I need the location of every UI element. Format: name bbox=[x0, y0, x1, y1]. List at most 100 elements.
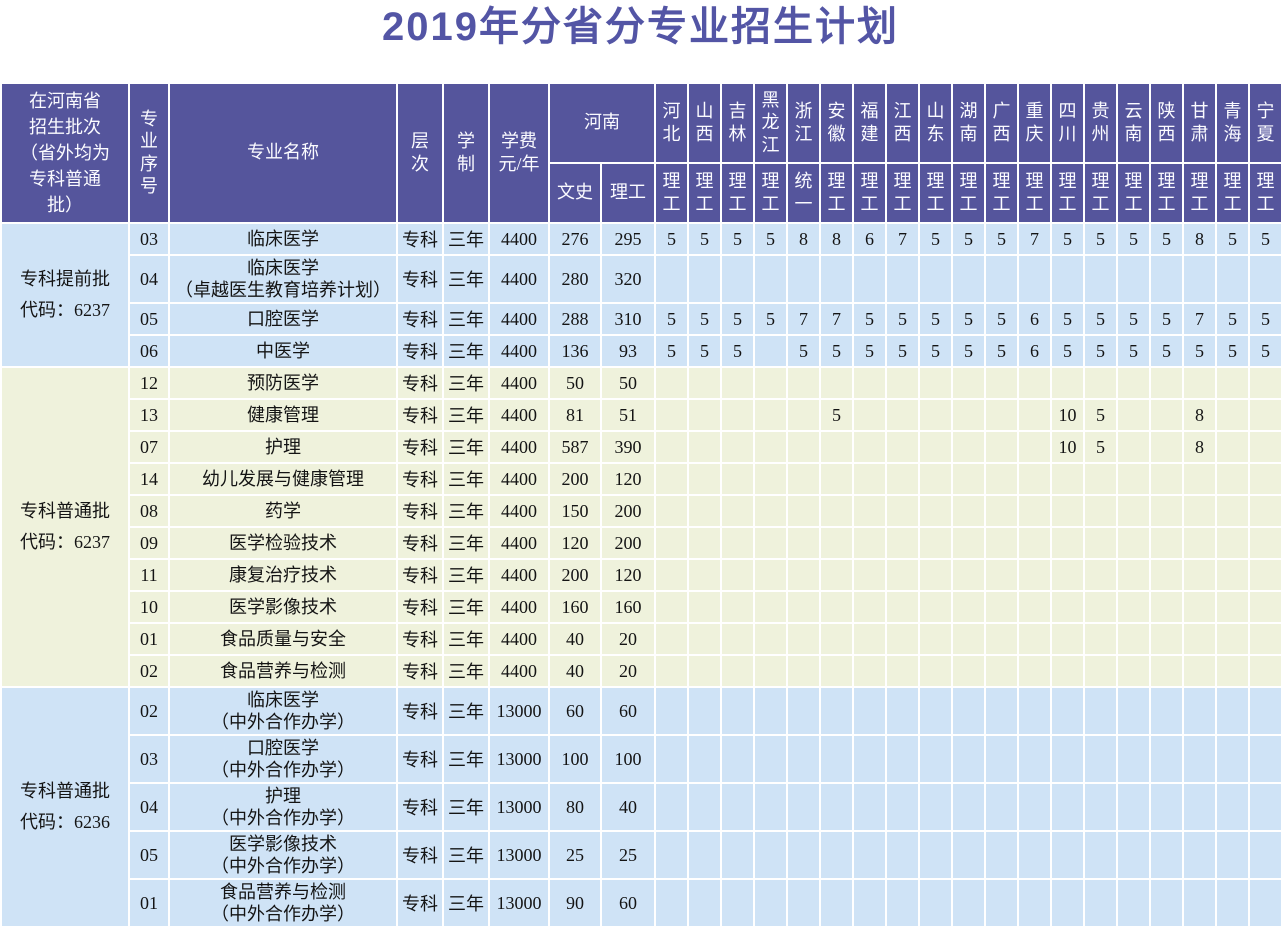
province-name-header: 贵州 bbox=[1083, 82, 1118, 164]
duration-cell: 三年 bbox=[442, 462, 490, 496]
henan-wenshi-cell: 81 bbox=[548, 398, 602, 432]
province-cell bbox=[654, 878, 689, 928]
province-cell bbox=[951, 590, 986, 624]
province-cell: 5 bbox=[984, 302, 1019, 336]
province-cell bbox=[951, 398, 986, 432]
province-cell bbox=[918, 366, 953, 400]
province-cell: 5 bbox=[984, 334, 1019, 368]
seq-cell: 01 bbox=[128, 622, 170, 656]
province-cell bbox=[720, 686, 755, 736]
province-sub-header: 理工 bbox=[1182, 162, 1217, 224]
province-cell bbox=[687, 398, 722, 432]
province-cell bbox=[1017, 430, 1052, 464]
province-cell bbox=[753, 334, 788, 368]
province-cell bbox=[984, 590, 1019, 624]
province-cell bbox=[786, 398, 821, 432]
province-cell bbox=[1149, 430, 1184, 464]
level-cell: 专科 bbox=[396, 830, 444, 880]
province-cell bbox=[753, 398, 788, 432]
seq-cell: 11 bbox=[128, 558, 170, 592]
province-name-header: 陕西 bbox=[1149, 82, 1184, 164]
henan-ligong-cell: 93 bbox=[600, 334, 656, 368]
province-cell: 5 bbox=[852, 302, 887, 336]
province-cell bbox=[654, 734, 689, 784]
province-cell bbox=[984, 878, 1019, 928]
province-sub-header: 理工 bbox=[1149, 162, 1184, 224]
province-cell bbox=[1149, 590, 1184, 624]
province-cell bbox=[852, 878, 887, 928]
province-cell bbox=[753, 782, 788, 832]
province-cell bbox=[687, 254, 722, 304]
province-cell: 7 bbox=[1017, 222, 1052, 256]
level-cell: 专科 bbox=[396, 654, 444, 688]
province-cell bbox=[1083, 366, 1118, 400]
henan-wenshi-cell: 100 bbox=[548, 734, 602, 784]
henan-ligong-cell: 20 bbox=[600, 654, 656, 688]
duration-cell: 三年 bbox=[442, 878, 490, 928]
province-name-label: 甘肃 bbox=[1190, 101, 1209, 144]
province-cell bbox=[918, 654, 953, 688]
seq-cell: 05 bbox=[128, 302, 170, 336]
province-name-header: 福建 bbox=[852, 82, 887, 164]
province-name-label: 云南 bbox=[1124, 101, 1143, 144]
province-cell bbox=[1050, 366, 1085, 400]
table-row: 14 幼儿发展与健康管理 专科 三年 4400 200 120 bbox=[1, 462, 1281, 496]
table-row: 08 药学 专科 三年 4400 150 200 bbox=[1, 494, 1281, 528]
province-cell bbox=[1149, 734, 1184, 784]
province-cell bbox=[951, 430, 986, 464]
duration-cell: 三年 bbox=[442, 526, 490, 560]
province-cell bbox=[1248, 366, 1281, 400]
henan-ligong-cell: 320 bbox=[600, 254, 656, 304]
province-cell bbox=[951, 558, 986, 592]
province-cell bbox=[1083, 878, 1118, 928]
province-cell: 7 bbox=[885, 222, 920, 256]
henan-wenshi-cell: 280 bbox=[548, 254, 602, 304]
province-cell bbox=[1248, 622, 1281, 656]
province-cell bbox=[1083, 622, 1118, 656]
level-cell: 专科 bbox=[396, 686, 444, 736]
batch-column-header: 在河南省 招生批次 （省外均为 专科普通 批） bbox=[0, 82, 130, 224]
seq-cell: 12 bbox=[128, 366, 170, 400]
province-cell bbox=[885, 686, 920, 736]
province-sub-header: 理工 bbox=[753, 162, 788, 224]
province-name-label: 陕西 bbox=[1157, 101, 1176, 144]
level-cell: 专科 bbox=[396, 878, 444, 928]
province-sub-label: 理工 bbox=[1124, 171, 1143, 214]
major-cell: 健康管理 bbox=[168, 398, 398, 432]
province-cell bbox=[1017, 686, 1052, 736]
province-cell bbox=[918, 526, 953, 560]
province-cell bbox=[1017, 782, 1052, 832]
province-sub-label: 理工 bbox=[1025, 171, 1044, 214]
tuition-cell: 13000 bbox=[488, 686, 550, 736]
province-cell bbox=[1215, 254, 1250, 304]
table-row: 06 中医学 专科 三年 4400 136 93 5 5 5 5 5 5 5 5 5 5 6 5 5 5 5 5 5 5 bbox=[1, 334, 1281, 368]
province-cell bbox=[720, 462, 755, 496]
province-cell bbox=[720, 366, 755, 400]
province-cell: 5 bbox=[654, 302, 689, 336]
province-cell bbox=[852, 526, 887, 560]
province-cell bbox=[786, 366, 821, 400]
level-cell: 专科 bbox=[396, 430, 444, 464]
major-cell: 口腔医学 （中外合作办学） bbox=[168, 734, 398, 784]
province-cell: 8 bbox=[1182, 222, 1217, 256]
province-cell bbox=[885, 430, 920, 464]
province-cell bbox=[819, 734, 854, 784]
province-cell bbox=[819, 462, 854, 496]
province-cell bbox=[1116, 654, 1151, 688]
seq-cell: 03 bbox=[128, 734, 170, 784]
duration-cell: 三年 bbox=[442, 558, 490, 592]
level-cell: 专科 bbox=[396, 302, 444, 336]
province-cell bbox=[786, 830, 821, 880]
province-cell: 5 bbox=[951, 334, 986, 368]
major-cell: 医学影像技术 （中外合作办学） bbox=[168, 830, 398, 880]
province-cell: 8 bbox=[819, 222, 854, 256]
level-cell: 专科 bbox=[396, 622, 444, 656]
province-cell: 5 bbox=[1248, 302, 1281, 336]
province-cell bbox=[1017, 494, 1052, 528]
major-cell: 临床医学 bbox=[168, 222, 398, 256]
seq-cell: 05 bbox=[128, 830, 170, 880]
province-cell bbox=[984, 782, 1019, 832]
batch-group-label: 专科提前批 代码：6237 bbox=[0, 222, 130, 368]
province-cell bbox=[885, 654, 920, 688]
henan-wenshi-cell: 25 bbox=[548, 830, 602, 880]
